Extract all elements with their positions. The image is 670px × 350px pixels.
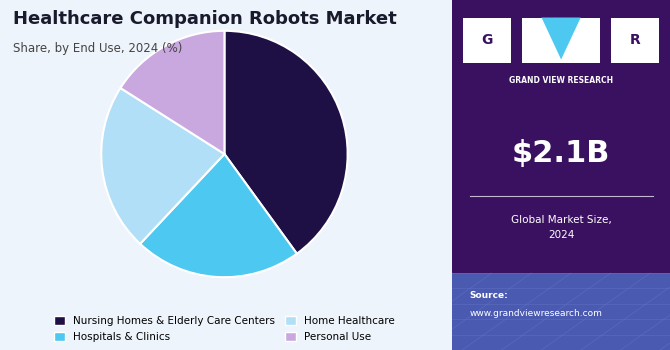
Wedge shape (224, 31, 348, 254)
Bar (522, 18, 600, 63)
Wedge shape (140, 154, 297, 277)
Text: R: R (630, 33, 641, 47)
Legend: Nursing Homes & Elderly Care Centers, Hospitals & Clinics, Home Healthcare, Pers: Nursing Homes & Elderly Care Centers, Ho… (50, 312, 399, 346)
Text: G: G (482, 33, 492, 47)
Text: Global Market Size,
2024: Global Market Size, 2024 (511, 216, 612, 239)
Wedge shape (101, 88, 224, 244)
Text: Healthcare Companion Robots Market: Healthcare Companion Robots Market (13, 10, 397, 28)
FancyBboxPatch shape (452, 0, 670, 350)
Bar (463, 18, 511, 63)
FancyBboxPatch shape (452, 273, 670, 350)
Text: Source:: Source: (470, 291, 509, 300)
Wedge shape (121, 31, 224, 154)
Text: Share, by End Use, 2024 (%): Share, by End Use, 2024 (%) (13, 42, 183, 55)
Text: $2.1B: $2.1B (512, 140, 610, 168)
Text: GRAND VIEW RESEARCH: GRAND VIEW RESEARCH (509, 76, 613, 85)
Bar (611, 18, 659, 63)
Text: www.grandviewresearch.com: www.grandviewresearch.com (470, 309, 602, 318)
Polygon shape (541, 18, 581, 60)
